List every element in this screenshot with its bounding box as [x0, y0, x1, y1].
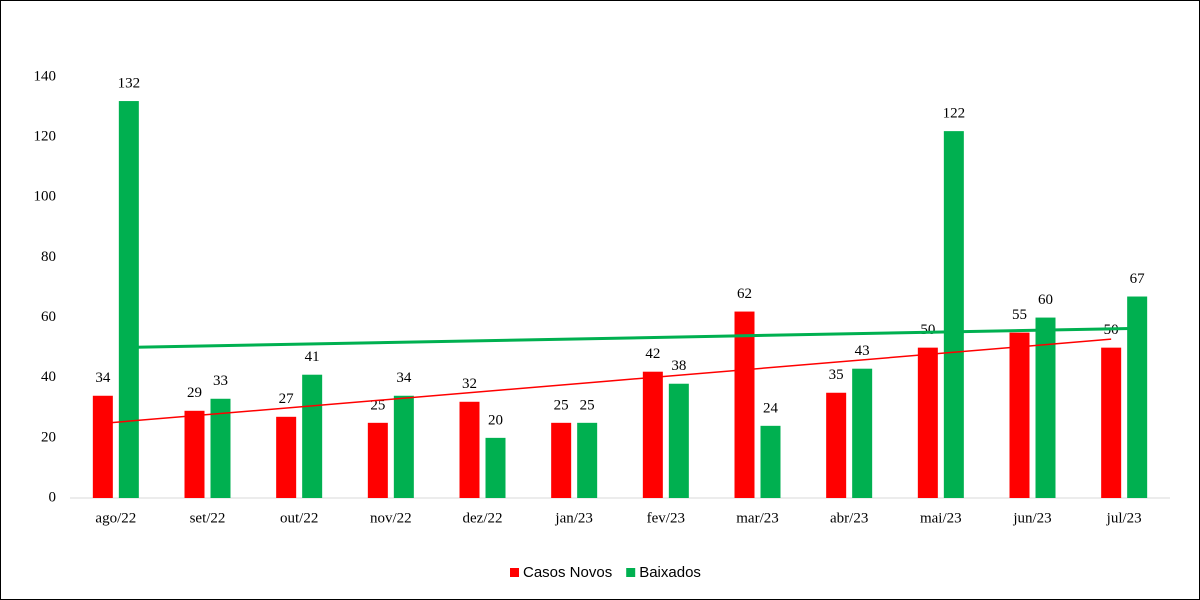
data-label: 29	[187, 385, 202, 401]
y-tick-label: 100	[34, 189, 57, 205]
bar	[917, 347, 938, 498]
x-tick-label: fev/23	[647, 510, 685, 526]
y-tick-label: 60	[41, 309, 56, 325]
y-tick-label: 140	[34, 68, 57, 84]
y-tick-label: 40	[41, 369, 56, 385]
bar	[367, 422, 388, 498]
x-tick-label: abr/23	[830, 510, 868, 526]
data-label: 122	[943, 106, 966, 122]
data-label: 32	[462, 376, 477, 392]
bar	[551, 422, 572, 498]
bar	[210, 398, 231, 498]
bar	[1035, 317, 1056, 498]
bar	[276, 416, 297, 498]
data-label: 33	[213, 373, 228, 389]
data-label: 20	[488, 412, 503, 428]
x-tick-label: mai/23	[920, 510, 962, 526]
x-tick-label: nov/22	[370, 510, 412, 526]
data-label: 43	[855, 343, 870, 359]
y-tick-label: 20	[41, 429, 56, 445]
legend-swatch	[510, 568, 519, 577]
x-tick-label: out/22	[280, 510, 318, 526]
bar	[92, 395, 113, 498]
bar	[1009, 332, 1030, 498]
data-label: 55	[1012, 307, 1027, 323]
data-label: 35	[829, 367, 844, 383]
data-label: 24	[763, 400, 779, 416]
bar	[393, 395, 414, 498]
bar	[760, 425, 781, 498]
legend-label: Casos Novos	[523, 564, 612, 581]
data-label: 27	[279, 391, 295, 407]
data-label: 62	[737, 286, 752, 302]
bar	[118, 101, 139, 499]
bar	[734, 311, 755, 498]
x-tick-label: ago/22	[95, 510, 136, 526]
data-label: 38	[671, 358, 686, 374]
data-label: 60	[1038, 292, 1053, 308]
data-label: 132	[118, 75, 141, 91]
x-tick-label: dez/22	[463, 510, 503, 526]
y-tick-label: 120	[34, 129, 57, 145]
y-tick-label: 0	[49, 489, 57, 505]
x-tick-label: jan/23	[554, 510, 593, 526]
x-tick-label: set/22	[190, 510, 226, 526]
bar	[852, 368, 873, 498]
x-tick-label: jun/23	[1012, 510, 1051, 526]
bar	[642, 371, 663, 498]
bar	[943, 131, 964, 498]
y-tick-label: 80	[41, 249, 56, 265]
legend-swatch	[626, 568, 636, 577]
trendline	[128, 326, 1138, 349]
bar	[485, 437, 506, 498]
data-label: 67	[1130, 271, 1146, 287]
data-label: 50	[920, 322, 935, 338]
bar	[184, 410, 205, 498]
bar	[826, 392, 847, 498]
bar	[459, 401, 480, 498]
x-tick-label: mar/23	[736, 510, 779, 526]
data-label: 25	[580, 397, 595, 413]
bar	[302, 374, 323, 498]
x-tick-label: jul/23	[1106, 510, 1142, 526]
data-label: 41	[305, 349, 320, 365]
bar	[577, 422, 598, 498]
data-label: 42	[645, 346, 660, 362]
bar	[1101, 347, 1122, 498]
trendline	[102, 338, 1112, 425]
legend-label: Baixados	[639, 564, 701, 581]
data-label: 34	[396, 370, 412, 386]
bar	[1127, 296, 1148, 498]
data-label: 25	[554, 397, 569, 413]
bar	[668, 383, 689, 498]
data-label: 34	[95, 370, 111, 386]
